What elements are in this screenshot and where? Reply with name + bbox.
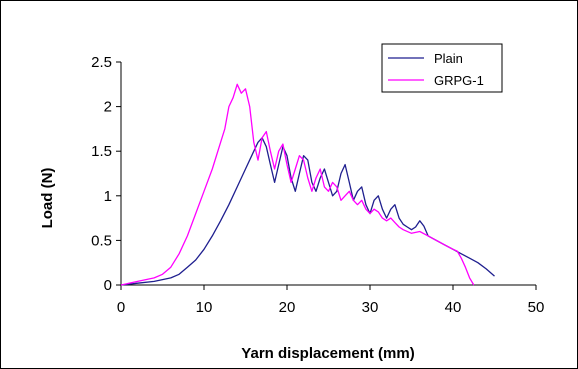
x-tick-label: 50: [528, 299, 545, 316]
x-tick-label: 20: [279, 299, 296, 316]
legend-box: [381, 43, 503, 93]
y-tick-label: 1: [104, 188, 112, 205]
y-axis-label: Load (N): [39, 168, 56, 229]
series-line-plain: [120, 137, 495, 286]
y-tick-label: 0: [104, 277, 112, 294]
x-tick-label: 30: [362, 299, 379, 316]
y-tick-label: 1.5: [91, 143, 112, 160]
series-line-grpg-1: [120, 83, 475, 286]
y-tick-label: 0.5: [91, 232, 112, 249]
x-tick-label: 40: [445, 299, 462, 316]
legend-label: Plain: [434, 51, 463, 66]
series-layer: [120, 83, 495, 286]
y-tick-label: 2: [104, 99, 112, 116]
y-tick-label: 2.5: [91, 54, 112, 71]
legend: Plain GRPG-1: [381, 43, 503, 93]
legend-label: GRPG-1: [434, 73, 484, 88]
x-axis-label: Yarn displacement (mm): [241, 345, 414, 362]
x-tick-label: 0: [117, 299, 125, 316]
x-tick-label: 10: [196, 299, 213, 316]
axes: 0 0.5 1 1.5 2 2.5 0 10 20 30 40 50: [91, 54, 544, 316]
